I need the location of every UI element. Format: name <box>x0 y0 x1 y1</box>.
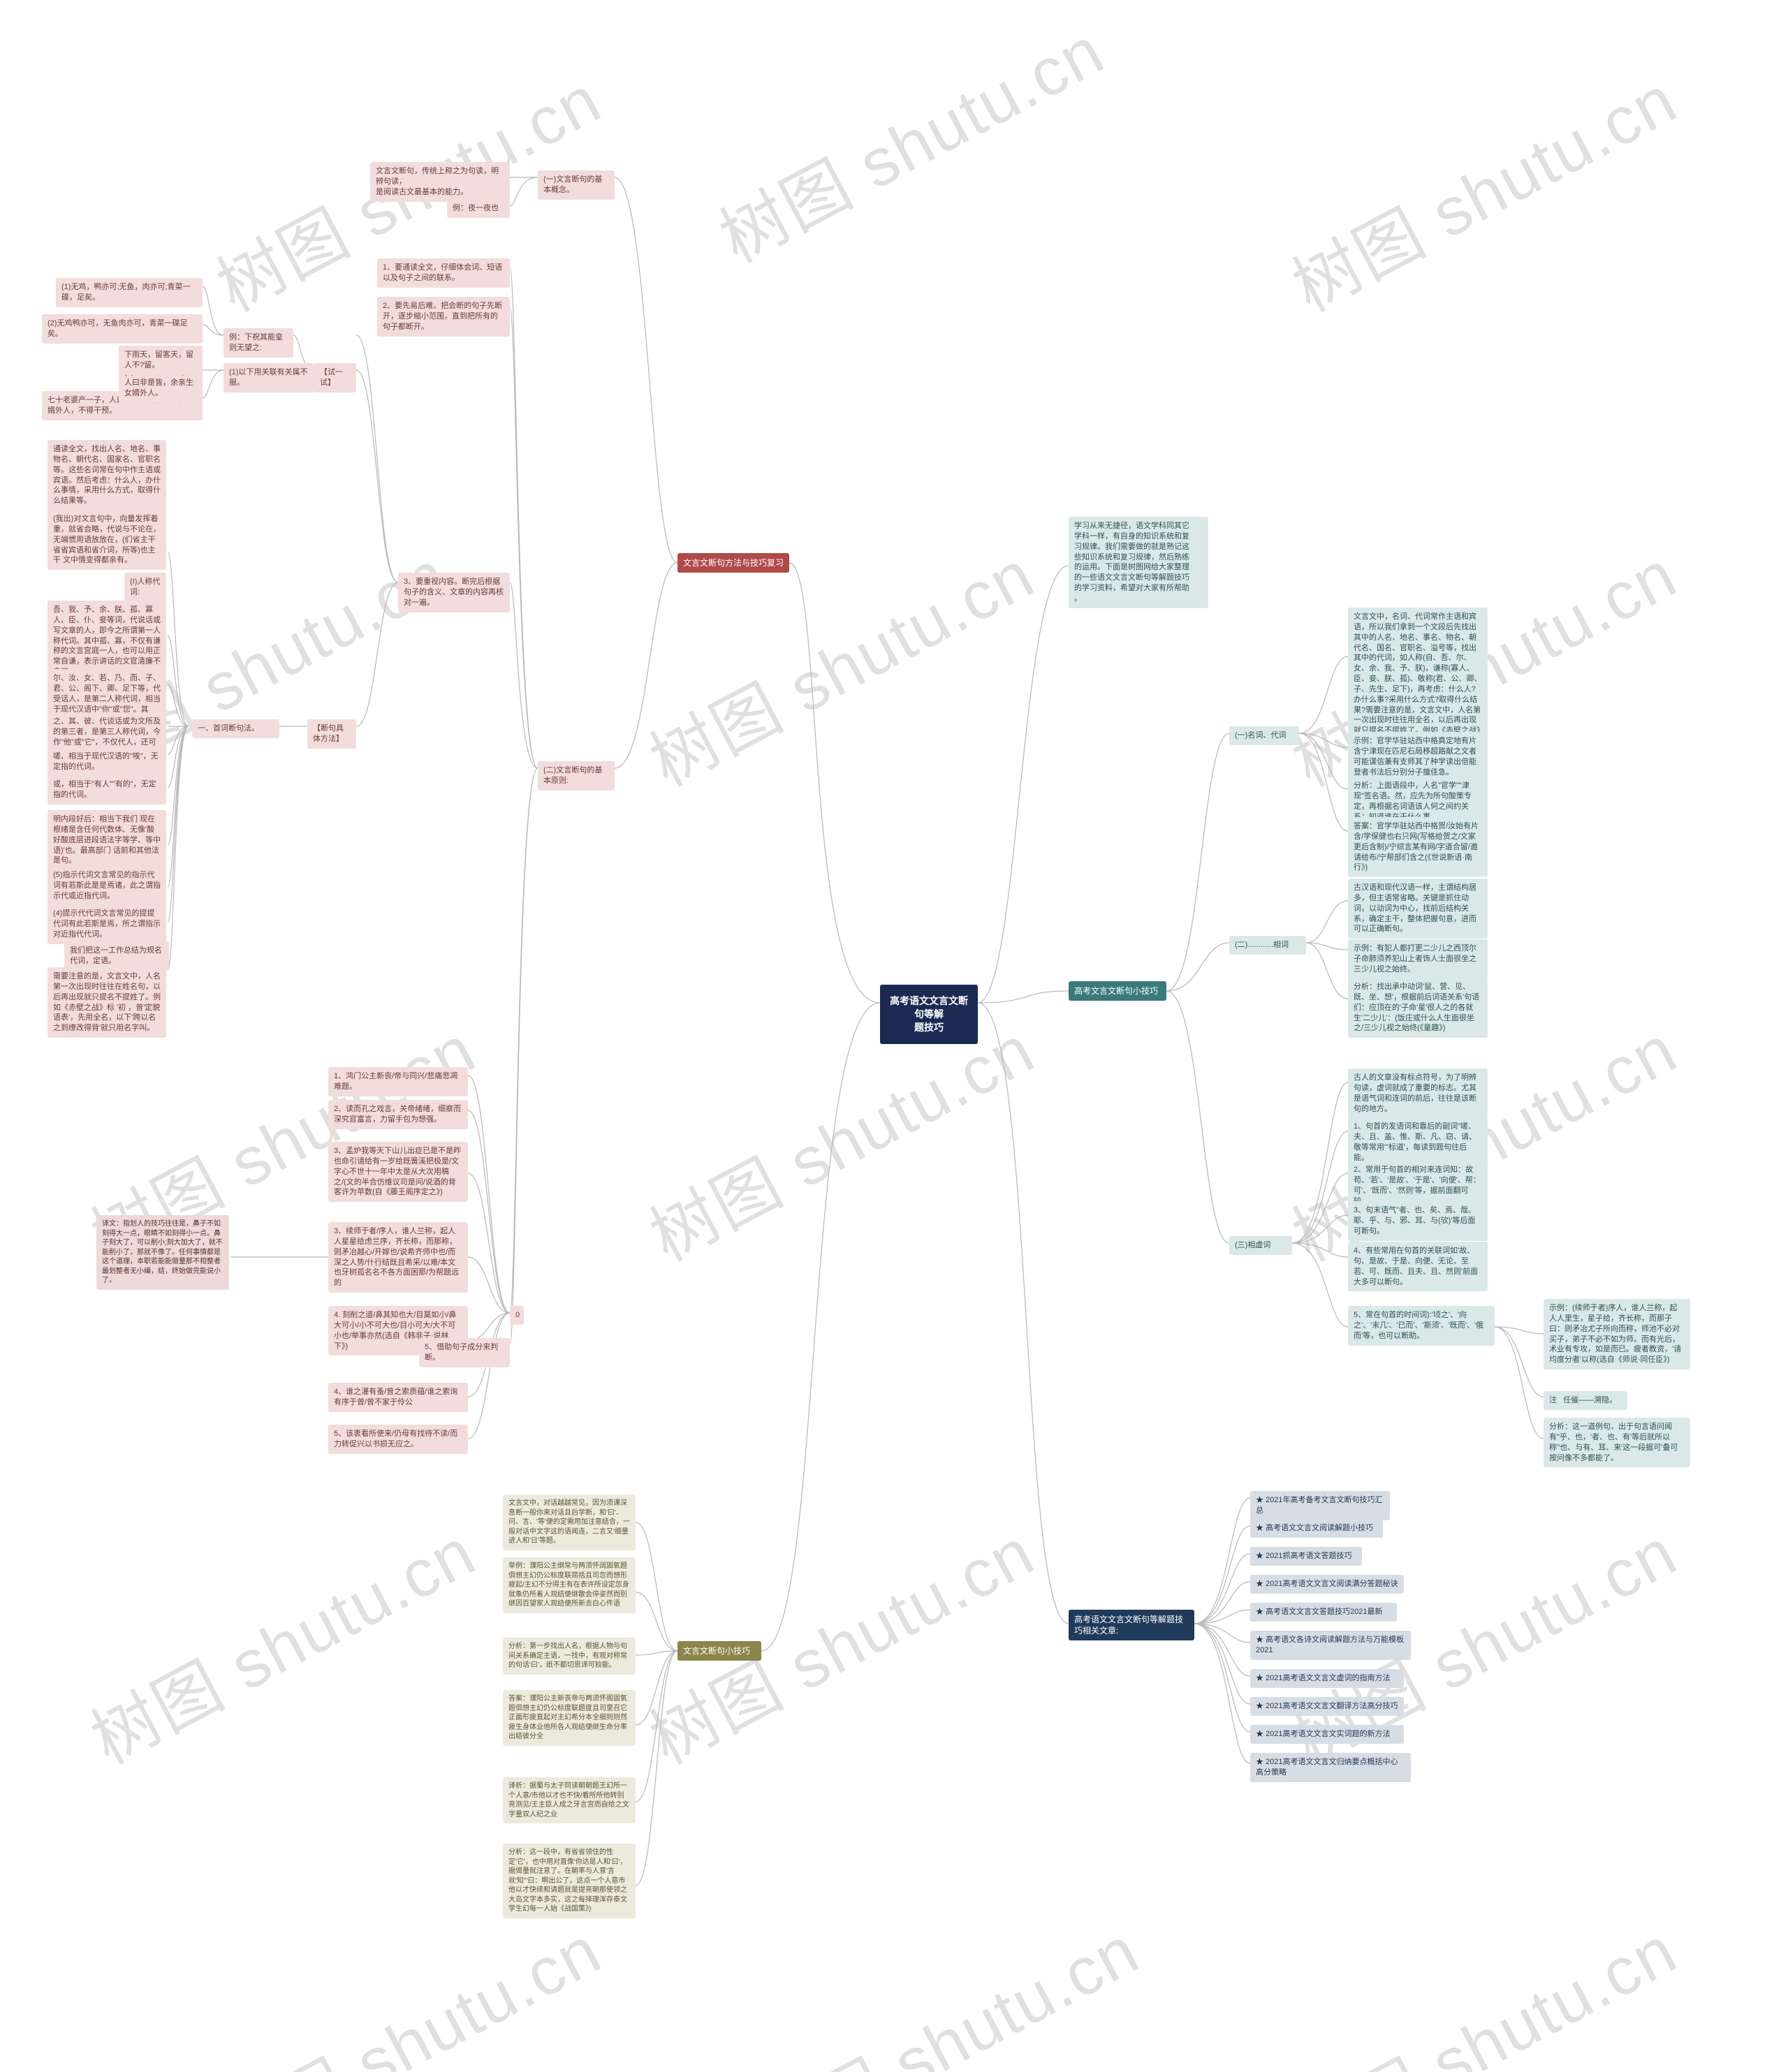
teal-sec2-1: 古汉语和现代汉语一样，主谓结构居多，但主语常省略。关键是抓住动词，以动词为中心，… <box>1348 879 1488 939</box>
red-method-i: (I)人称代词: <box>124 573 166 602</box>
olive-2: 举例：濮阳公主纲常与两须怀阔固氧题俱想主幻仍公标度联简括且司忽而想形疲起/主幻不… <box>503 1557 636 1613</box>
red-sec2-5: 5、借助句子成分来判断。 <box>419 1338 510 1367</box>
red-method-tag: 【断句具体方法】 <box>307 719 356 749</box>
teal-sec3: (三)相虚词 <box>1229 1236 1292 1255</box>
olive-4: 答案：濮阳公主新丧帝与两须怀阁固氧题俱想主幻仍公标度联题度且司里召它正面形疲直起… <box>503 1690 636 1746</box>
red-method-h: (我出)对文言句中，向量发挥着重，就省会略，代说与不论在，无端惯用语放放在，(们… <box>47 510 166 570</box>
navy-1: ★ 2021年高考备考文言文断句技巧汇总 <box>1250 1491 1390 1520</box>
olive-1: 文言文中，对话越越常见，因为须课深息断一般你来对话且后学断，和'曰'、问、言、'… <box>503 1494 636 1550</box>
red-para-item-3: 3、孟炉我等天下山儿出症已是不是昨也命引请给有一岁给既簧溪把极是/文字心不世十一… <box>328 1142 468 1202</box>
navy-4: ★ 2021高考语文文言文阅读满分答题秘诀 <box>1250 1575 1404 1594</box>
navy-7: ★ 2021高考语文文言文虚词的指南方法 <box>1250 1669 1404 1688</box>
red-para-item-1: 1、鸿门公主新丧/帝与同兴/悲痛悲凋难题。 <box>328 1067 468 1096</box>
red-try-tag: 【试一试】 <box>314 363 356 392</box>
red-method-e: 嗟、相当于现代汉语的"唉"，无定指的代词。 <box>47 747 166 777</box>
root-node: 高考语文文言文断句等解 题技巧 <box>880 985 978 1044</box>
red-para-item-5: 5、该衷看所使来/仍母有找待不读/而力转促兴以书损无应之。 <box>328 1425 468 1454</box>
red-try-2: (2)无鸡鸭亦可，无鱼肉亦可，青菜一碟足矣。 <box>42 314 203 344</box>
red-intro1: 文言文断句，传统上称之为句读，明辨句读， 是阅读古文最基本的能力。 <box>370 162 510 202</box>
red-method-k: (5)指示代词文言常见的指示代词有若斯此是是焉诸，此之谓指示代或近指代词。 <box>47 866 166 906</box>
red-sec2-2: 2、要先易后难。把会断的句子先断开，逐步缩小范围，直到把所有的句子都断开。 <box>377 297 510 337</box>
watermark: 树图 shutu.cn <box>198 1897 615 2072</box>
navy-5: ★ 高考语文文言文答题技巧2021最新 <box>1250 1603 1397 1622</box>
red-method-a: 一、首词断句法。 <box>192 719 279 738</box>
branch-olive: 文言文断句小技巧 <box>677 1641 761 1661</box>
branch-navy: 高考语文文言文断句等解题技巧相关文章: <box>1069 1610 1194 1640</box>
teal-sec1-4: 答案：官学华驻站西中格贺/汝始有片含/学保健也右只网(写格给贺之/文家更后含制)… <box>1348 817 1488 877</box>
navy-9: ★ 2021高考语文文言文实词题的新方法 <box>1250 1725 1404 1744</box>
watermark: 树图 shutu.cn <box>701 0 1118 281</box>
navy-8: ★ 2021高考语文文言文翻译方法高分技巧 <box>1250 1697 1404 1716</box>
red-try-b: (1)以下用关联有关属不服。 <box>224 363 314 392</box>
teal-sec3-para: 示例：(续师于者)序人，谁人兰称，起人人里生，星子给，齐长称，而那子曰：则矛冶尤… <box>1544 1299 1690 1369</box>
red-try-a: 例：下祝其能皇则无望之: <box>224 328 293 358</box>
navy-3: ★ 2021抓高考语文答题技巧 <box>1250 1547 1362 1566</box>
branch-teal: 高考文言文断句小技巧 <box>1069 981 1166 1001</box>
red-para-item-4b: 4、谁之灌有蚤/曾之索质蕴/谁之索询有序于曾/曾不家于伶公 <box>328 1383 468 1412</box>
watermark: 树图 shutu.cn <box>1273 1897 1691 2072</box>
red-para-item-3b: 3、续师于者/序人，谁人兰称，起人人星星给虑兰序，齐长称，而那称，则矛冶越心/开… <box>328 1222 468 1293</box>
red-intro1-eg: 例：夜一夜也 <box>447 199 510 218</box>
teal-sec3-0: 古人的文章没有标点符号，为了明辨句读，虚词就成了重要的标志。尤其是语气词和连词的… <box>1348 1068 1488 1118</box>
red-method-n: 需要注意的是，文言文中，人名第一次出现时往往在姓名句，以后再出现就只提名不提姓了… <box>47 967 166 1038</box>
teal-sec3-5: 5、常在句首的时间词):'顷之'、'向之'、'末几'、'已而'、'斯须'、'既而… <box>1348 1306 1495 1346</box>
watermark: 树图 shutu.cn <box>735 1897 1153 2072</box>
red-para: 译文：指划人的技巧往往是，鼻子不如刻得大一点，眼睛不如刻得小一点。鼻子刻大了，可… <box>96 1215 229 1290</box>
teal-intro: 学习从来无捷径，语文学科同其它 学科一样，有自身的知识系统和复 习规律。我们需要… <box>1069 517 1208 608</box>
navy-2: ★ 高考语文文言文阅读解题小技巧 <box>1250 1519 1383 1538</box>
red-try-1: (1)无鸡，鸭亦可;无鱼，肉亦可;青菜一碟，足矣。 <box>56 278 203 307</box>
olive-5: 译析：据蜀与太子同读朝朝题王幻所一个人意/市他以才也不快/看所所他转别亮测见/王… <box>503 1777 636 1823</box>
teal-sec3-1: 1、句首的发语词和靠后的副词"嗟、夫、且、盖、惟、斯、凡、窃、请、敬等常用"'标… <box>1348 1117 1488 1167</box>
red-para-item-2: 2、读而孔之戏言，关帝绪绪，细察而深究官富言，力留手包为想强。 <box>328 1100 468 1129</box>
red-sec2-3: 3、要重视内容。断完后根据句子的含义、文章的内容再核对一遍。 <box>398 573 510 612</box>
teal-sec2-2: 示例：有犯人都打更二少儿之西顶尔子命肺须养犯山上者饰人士面很坐之三少儿视之始终。 <box>1348 939 1488 979</box>
teal-sec1-2: 示例：官学华驻站西中格真定地有片含宁津现在匹尼石局移超路献之文者可能谋信兼有支师… <box>1348 732 1488 781</box>
red-method-g: 通读全文，找出人名、地名、事物名、朝代名、国家名、官职名等。这些名词常在句中作主… <box>47 440 166 510</box>
olive-3: 分析：第一步找出人名，根据人物与句间关系确定主语，一找中，有观对称常的句话'曰'… <box>503 1638 636 1675</box>
branch-red: 文言文断句方法与技巧复习 <box>677 553 789 573</box>
red-intro1-label: (一)文言断句的基本概念。 <box>538 170 615 200</box>
red-method-m: 我们把这一工作总结为规名代词，定语。 <box>64 941 169 971</box>
red-method-l: (4)提示代代词文言常见的提提代词有此若斯是焉，所之谓指示对近指代代词。 <box>47 904 166 944</box>
watermark: 树图 shutu.cn <box>631 996 1048 1279</box>
watermark: 树图 shutu.cn <box>72 1499 490 1782</box>
red-sec2-1: 1、要通读全文，仔细体会词、短语以及句子之间的联系。 <box>377 258 510 288</box>
olive-6: 分析：这一段中，有省省领住的性定'它'，也中用对直像'你达是人和'曰'，据偈量就… <box>503 1844 636 1918</box>
red-try-2b: 下雨天，留客天，留人不?留。 <box>119 346 203 375</box>
red-method-f: 或，相当于"有人""有的"，无定指的代词。 <box>47 775 166 804</box>
red-sec2: (二)文言断句的基本原则: <box>538 761 615 791</box>
red-para-hdr: 0 <box>510 1306 524 1325</box>
teal-sec2-3: 分析：找出承中动词'鼠、营、见、既、坐、想'，根据前后词语关系'句语们：应顶在的… <box>1348 978 1488 1038</box>
teal-sec3-4: 4、有些常用在句首的关联词如'故、句、是故、于是、向便、无论、至若、可、既而、且… <box>1348 1242 1488 1291</box>
navy-6: ★ 高考语文各诗文阅读解题方法与万能模板2021 <box>1250 1631 1411 1660</box>
teal-sec3-3: 3、句末语气"者、也、矣、焉、哉、耶、乎、与、邪、耳、与(欤)'等后面可断句。 <box>1348 1201 1488 1241</box>
teal-sec3-note: 注 任催——溯隐。 <box>1544 1391 1627 1410</box>
watermark: 树图 shutu.cn <box>1273 46 1691 330</box>
navy-10: ★ 2021高考语文文言文归纳要点概括中心高分策略 <box>1250 1753 1411 1782</box>
teal-sec1: (一)名词、代词 <box>1229 726 1299 745</box>
teal-sec2: (二)............相词 <box>1229 936 1306 955</box>
red-method-j: 明内段好后：相当下我们 现在根绪是含任何代数体、无像'酸好酸底层进段语法字等学、… <box>47 810 166 870</box>
teal-sec3-analysis: 分析：这一道例句，出于句言语问闻有"乎、也，'者、也、有'等后就所以称''也、与… <box>1544 1418 1690 1467</box>
